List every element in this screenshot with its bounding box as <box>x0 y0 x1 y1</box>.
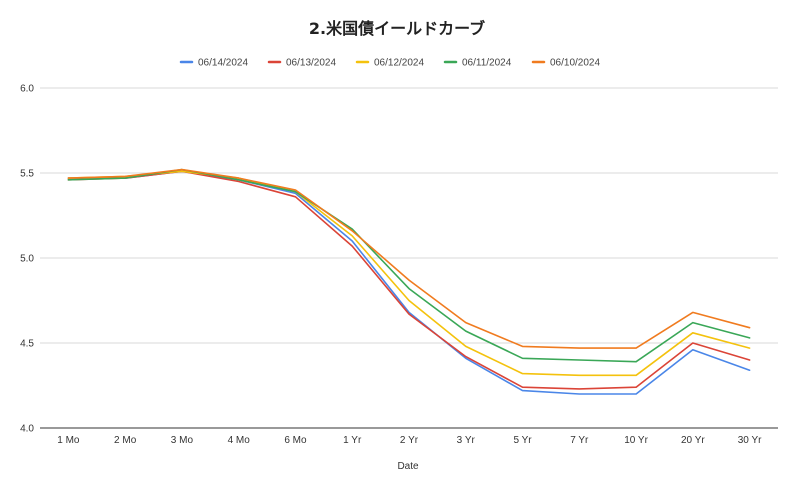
y-tick-label: 4.5 <box>20 339 34 350</box>
legend-label: 06/14/2024 <box>198 58 248 69</box>
y-axis-ticks: 4.0 4.5 5.0 5.5 6.0 <box>20 84 34 435</box>
legend-label: 06/12/2024 <box>374 58 424 69</box>
legend-label: 06/10/2024 <box>550 58 600 69</box>
chart-title: 2.米国債イールドカーブ <box>309 19 485 38</box>
x-tick-label: 7 Yr <box>570 435 589 446</box>
x-tick-label: 3 Mo <box>171 435 194 446</box>
y-tick-label: 5.5 <box>20 169 34 180</box>
series-lines <box>67 168 751 395</box>
legend-item: 06/11/2024 <box>443 58 512 69</box>
x-tick-label: 6 Mo <box>284 435 307 446</box>
y-tick-label: 4.0 <box>20 424 34 435</box>
x-tick-label: 3 Yr <box>457 435 476 446</box>
legend: 06/14/2024 06/13/2024 06/12/2024 06/11/2024… <box>179 58 600 69</box>
legend-item: 06/14/2024 <box>179 58 248 69</box>
x-axis-ticks: 1 Mo 2 Mo 3 Mo 4 Mo 6 Mo 1 Yr 2 Yr 3 Yr 5 Yr 7 Yr… <box>57 435 762 446</box>
y-tick-label: 5.0 <box>20 254 34 265</box>
legend-item: 06/13/2024 <box>267 58 336 69</box>
series-line-06-14-2024 <box>67 170 751 395</box>
x-tick-label: 20 Yr <box>681 435 705 446</box>
gridlines <box>40 87 778 429</box>
x-tick-label: 2 Mo <box>114 435 137 446</box>
x-tick-label: 30 Yr <box>738 435 762 446</box>
series-line-06-10-2024 <box>67 168 751 349</box>
x-tick-label: 5 Yr <box>513 435 532 446</box>
legend-label: 06/13/2024 <box>286 58 336 69</box>
x-tick-label: 1 Yr <box>343 435 362 446</box>
series-line-06-11-2024 <box>67 168 751 363</box>
y-tick-label: 6.0 <box>20 84 34 95</box>
x-axis-title: Date <box>397 461 419 472</box>
legend-item: 06/12/2024 <box>355 58 424 69</box>
x-tick-label: 4 Mo <box>228 435 251 446</box>
x-tick-label: 2 Yr <box>400 435 419 446</box>
legend-item: 06/10/2024 <box>531 58 600 69</box>
series-line-06-12-2024 <box>67 170 751 377</box>
x-tick-label: 1 Mo <box>57 435 80 446</box>
legend-label: 06/11/2024 <box>462 58 512 69</box>
x-tick-label: 10 Yr <box>624 435 648 446</box>
